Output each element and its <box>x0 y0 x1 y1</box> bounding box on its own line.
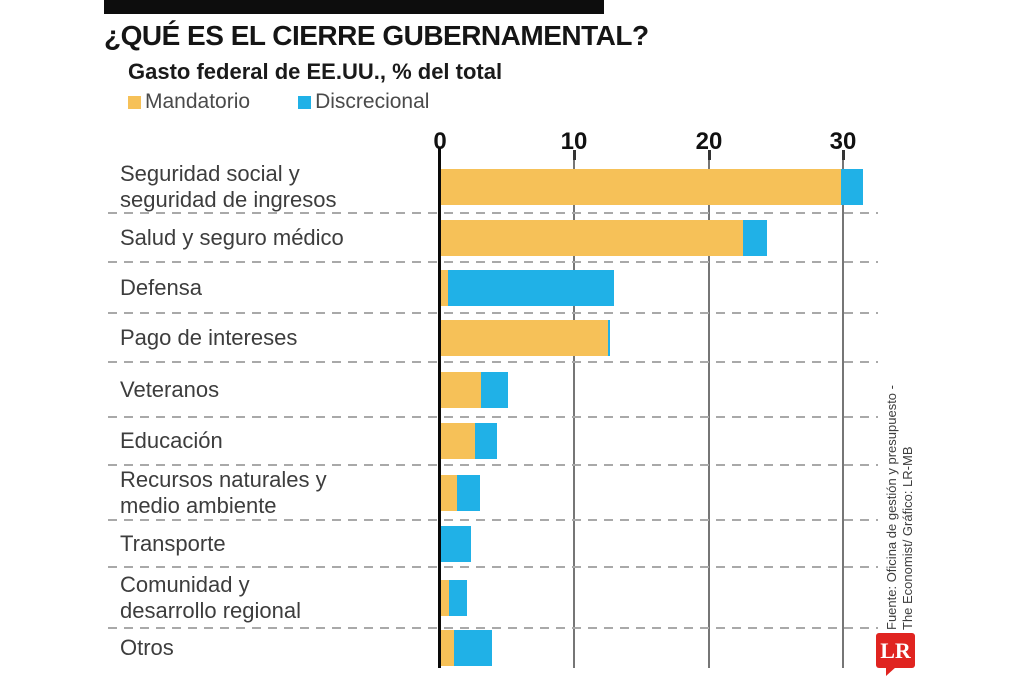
bar-discrecional <box>743 219 768 256</box>
bar-mandatorio <box>441 423 475 459</box>
row-label: Seguridad social y seguridad de ingresos <box>120 161 337 212</box>
bar-discrecional <box>841 168 863 205</box>
chart-row-transporte: Transporte <box>0 520 1024 568</box>
row-label: Otros <box>120 635 174 661</box>
stacked-bar <box>441 474 480 511</box>
chart-subtitle: Gasto federal de EE.UU., % del total <box>128 59 503 84</box>
bar-discrecional <box>447 269 615 306</box>
chart-row-recursos-naturales: Recursos naturales y medio ambiente <box>0 465 1024 521</box>
bar-discrecional <box>481 371 509 408</box>
x-axis-tick-0: 0 <box>433 128 447 155</box>
discrecional-color-swatch <box>298 95 312 109</box>
stacked-bar <box>441 579 467 616</box>
chart-row-comunidad: Comunidad y desarrollo regional <box>0 567 1024 629</box>
bar-mandatorio <box>441 579 450 616</box>
chart-row-seguridad-social: Seguridad social y seguridad de ingresos <box>0 160 1024 214</box>
row-label: Educación <box>120 428 223 454</box>
stacked-bar <box>441 630 493 666</box>
row-label: Salud y seguro médico <box>120 224 344 250</box>
bar-mandatorio <box>441 371 482 408</box>
tick-mark-20 <box>708 150 711 160</box>
stacked-bar <box>441 371 509 408</box>
stacked-bar <box>441 168 863 205</box>
bar-discrecional <box>457 474 480 511</box>
x-axis: 0 10 20 30 <box>0 128 1024 158</box>
mandatorio-color-swatch <box>128 95 141 109</box>
bar-mandatorio <box>441 319 608 356</box>
chart-legend: Mandatorio Discrecional <box>128 90 429 114</box>
gridline-30 <box>842 160 844 668</box>
row-label: Pago de intereses <box>120 324 298 350</box>
bar-mandatorio <box>441 630 455 666</box>
row-label: Transporte <box>120 530 226 556</box>
bar-discrecional <box>607 319 611 356</box>
row-label: Veteranos <box>120 376 220 402</box>
bar-mandatorio <box>441 219 744 256</box>
stacked-bar <box>441 269 615 306</box>
bar-discrecional <box>454 630 493 666</box>
chart-row-veteranos: Veteranos <box>0 362 1024 418</box>
source-line-2: The Economist/ Gráfico: LR-MB <box>899 446 915 631</box>
row-label: Recursos naturales y medio ambiente <box>120 467 327 518</box>
legend-item-discrecional: Discrecional <box>298 90 429 114</box>
stacked-bar <box>441 423 498 459</box>
bar-mandatorio <box>441 269 448 306</box>
tick-mark-30 <box>842 150 845 160</box>
legend-item-mandatorio: Mandatorio <box>128 90 250 114</box>
chart-row-pago-intereses: Pago de intereses <box>0 313 1024 363</box>
stacked-bar <box>441 319 611 356</box>
bar-mandatorio <box>441 168 842 205</box>
lr-logo-tail <box>886 667 896 676</box>
source-credit: Fuente: Oficina de gestión y presupuesto… <box>884 294 915 630</box>
bar-discrecional <box>449 579 467 616</box>
y-axis-baseline <box>438 148 441 668</box>
chart-row-salud: Salud y seguro médico <box>0 213 1024 263</box>
gridline-10 <box>573 160 575 668</box>
top-accent-bar <box>104 0 604 14</box>
tick-mark-10 <box>573 150 576 160</box>
chart-row-otros: Otros <box>0 628 1024 668</box>
legend-label-mandatorio: Mandatorio <box>145 90 251 113</box>
chart-row-educacion: Educación <box>0 417 1024 466</box>
source-line-1: Fuente: Oficina de gestión y presupuesto… <box>884 385 899 630</box>
legend-label-discrecional: Discrecional <box>315 90 430 113</box>
lr-logo: LR <box>876 633 915 676</box>
row-label: Comunidad y desarrollo regional <box>120 572 301 623</box>
bar-chart: Seguridad social y seguridad de ingresos… <box>0 148 1024 668</box>
bar-mandatorio <box>441 474 458 511</box>
stacked-bar <box>441 219 768 256</box>
bar-discrecional <box>474 423 498 459</box>
page-title: ¿QUÉ ES EL CIERRE GUBERNAMENTAL? <box>104 20 649 51</box>
row-label: Defensa <box>120 274 202 300</box>
bar-discrecional <box>441 525 471 562</box>
stacked-bar <box>441 525 471 562</box>
chart-row-defensa: Defensa <box>0 262 1024 314</box>
lr-logo-text: LR <box>880 637 911 663</box>
gridline-20 <box>708 160 710 668</box>
